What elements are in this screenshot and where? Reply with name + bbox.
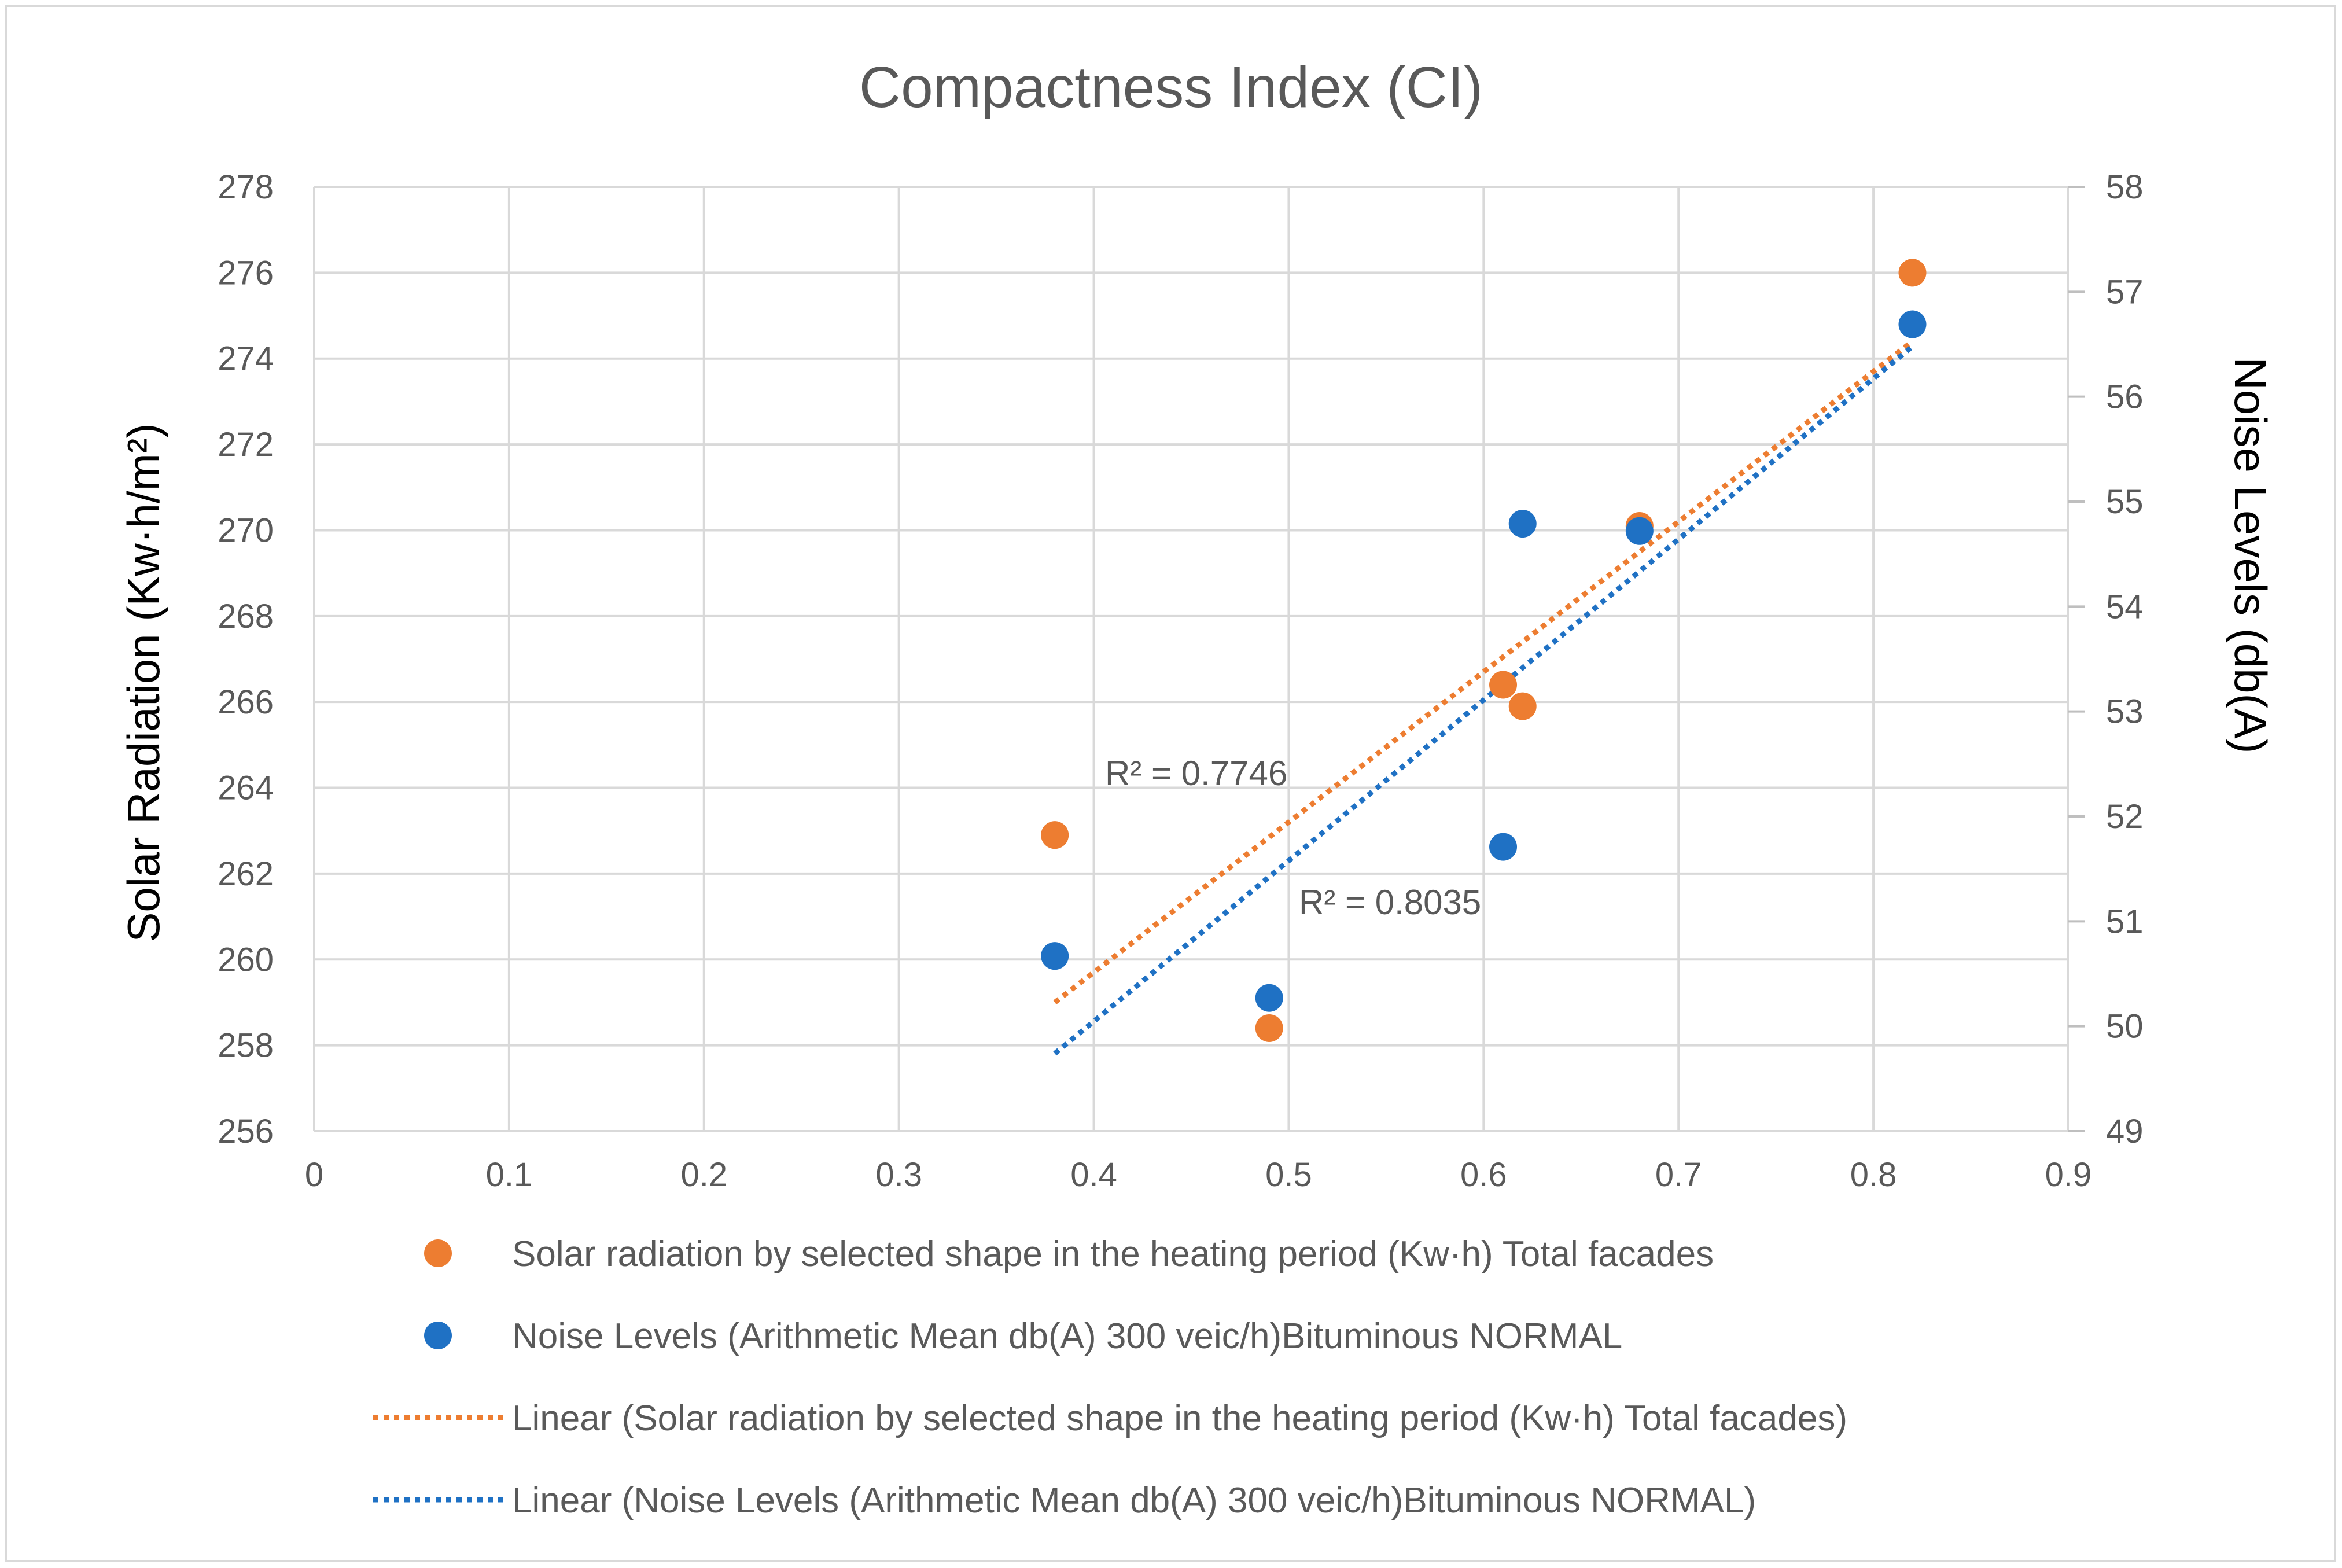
grid-lines [313, 186, 2085, 1132]
legend-label-noise: Noise Levels (Arithmetic Mean db(A) 300 … [512, 1316, 1622, 1356]
legend-label-solar-trend: Linear (Solar radiation by selected shap… [512, 1398, 1847, 1438]
y-left-tick-label: 258 [218, 1027, 274, 1065]
y-right-tick-label: 55 [2106, 483, 2144, 521]
r2-label-noise: R² = 0.8035 [1299, 883, 1481, 922]
legend-item-solar-trend: Linear (Solar radiation by selected shap… [373, 1398, 1847, 1438]
y-right-tick-label: 58 [2106, 168, 2144, 206]
trendline-noise [1053, 344, 1914, 1056]
legend-marker-solar [424, 1239, 452, 1267]
y-left-tick-label: 272 [218, 426, 274, 463]
legend-marker-noise [424, 1322, 452, 1349]
chart-frame [5, 5, 2336, 1562]
x-tick-label: 0.3 [875, 1156, 922, 1194]
legend-item-noise-trend: Linear (Noise Levels (Arithmetic Mean db… [373, 1481, 1756, 1521]
y-right-tick-label: 50 [2106, 1008, 2144, 1046]
y-right-tick-label: 52 [2106, 798, 2144, 835]
r2-label-solar: R² = 0.7746 [1105, 754, 1287, 793]
x-tick-label: 0.6 [1460, 1156, 1507, 1194]
y-right-tick-label: 54 [2106, 588, 2144, 625]
y-axis-right-ticks: 49 50 51 52 53 54 55 56 57 58 [2106, 168, 2144, 1150]
point-solar [1041, 821, 1069, 849]
y-left-tick-label: 268 [218, 598, 274, 635]
y-left-tick-label: 256 [218, 1113, 274, 1150]
x-tick-label: 0.1 [486, 1156, 533, 1194]
y-left-tick-label: 260 [218, 941, 274, 978]
x-tick-label: 0.9 [2045, 1156, 2092, 1194]
x-tick-label: 0.5 [1265, 1156, 1312, 1194]
point-solar [1489, 671, 1518, 699]
y-right-tick-label: 49 [2106, 1113, 2144, 1150]
point-solar [1508, 692, 1537, 720]
y-left-tick-label: 270 [218, 511, 274, 549]
x-tick-label: 0.8 [1850, 1156, 1897, 1194]
chart-title: Compactness Index (CI) [859, 55, 1483, 120]
legend-label-noise-trend: Linear (Noise Levels (Arithmetic Mean db… [512, 1481, 1756, 1521]
y-left-tick-label: 266 [218, 683, 274, 721]
point-noise [1508, 510, 1537, 538]
point-solar [1898, 259, 1927, 287]
y-left-tick-label: 274 [218, 340, 274, 378]
y-left-tick-label: 276 [218, 254, 274, 292]
point-noise [1489, 833, 1518, 861]
y-axis-left-ticks: 256 258 260 262 264 266 268 270 272 274 276 278 [218, 168, 274, 1150]
y-right-tick-label: 53 [2106, 693, 2144, 731]
legend-item-noise: Noise Levels (Arithmetic Mean db(A) 300 … [424, 1316, 1622, 1356]
y-axis-left-title: Solar Radiation (Kw·h/m²) [118, 423, 169, 942]
x-tick-label: 0.2 [680, 1156, 727, 1194]
trendline-solar [1053, 339, 1914, 1005]
y-right-tick-label: 56 [2106, 378, 2144, 416]
y-right-tick-label: 51 [2106, 903, 2144, 940]
y-axis-right-title: Noise Levels (db(A) [2225, 358, 2276, 754]
y-left-tick-label: 278 [218, 168, 274, 206]
legend: Solar radiation by selected shape in the… [373, 1234, 1847, 1521]
point-noise [1898, 310, 1927, 338]
point-noise [1255, 984, 1283, 1012]
y-left-tick-label: 264 [218, 770, 274, 807]
x-axis-ticks: 0 0.1 0.2 0.3 0.4 0.5 0.6 0.7 0.8 0.9 [305, 1156, 2091, 1194]
point-noise [1625, 517, 1654, 545]
legend-item-solar: Solar radiation by selected shape in the… [424, 1234, 1714, 1274]
y-left-tick-label: 262 [218, 855, 274, 893]
point-solar [1255, 1014, 1283, 1042]
x-tick-label: 0.4 [1070, 1156, 1117, 1194]
x-tick-label: 0.7 [1655, 1156, 1702, 1194]
point-noise [1041, 942, 1069, 970]
data-points [1041, 259, 1927, 1042]
legend-label-solar: Solar radiation by selected shape in the… [512, 1234, 1714, 1274]
x-tick-label: 0 [305, 1156, 323, 1194]
trendlines [1053, 339, 1914, 1056]
y-right-tick-label: 57 [2106, 273, 2144, 311]
